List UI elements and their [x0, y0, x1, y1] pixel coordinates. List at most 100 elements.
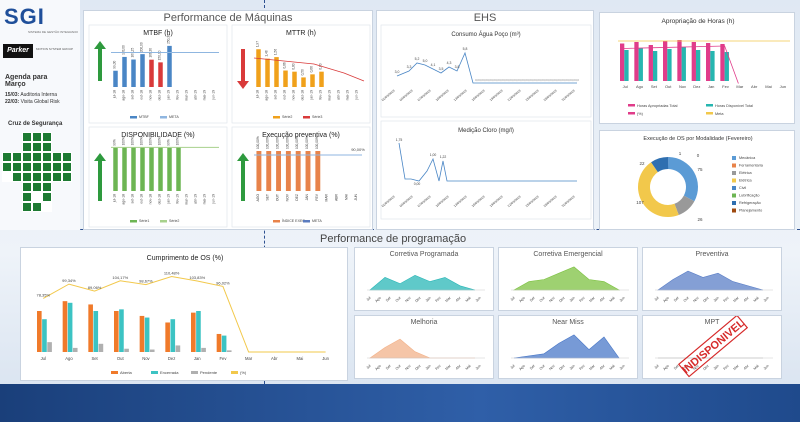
x-tick-label: Nov — [142, 356, 150, 361]
chart-title: DISPONIBILIDADE (%) — [121, 132, 195, 139]
legend-swatch — [628, 104, 635, 107]
bar — [216, 333, 222, 352]
bar — [88, 304, 93, 352]
down-arrow-icon — [237, 49, 249, 89]
x-tick-label: Dez — [702, 364, 709, 371]
point-label: 4,3 — [447, 61, 452, 65]
chart-title: MTTR (h) — [286, 30, 316, 37]
bar-value-label: 100,00% — [305, 136, 309, 149]
parker-sub: MOTION SYSTEM GROUP — [36, 47, 74, 51]
legend-swatch — [111, 371, 118, 374]
point-label: 5,8 — [463, 47, 468, 51]
x-tick-label: MAR — [325, 193, 329, 201]
legend-label: MTBF — [139, 115, 150, 119]
bar — [315, 151, 321, 191]
x-tick-label: Nov — [404, 296, 411, 303]
x-tick-label: Mar — [732, 295, 740, 303]
x-tick-label: fev-19 — [176, 194, 180, 204]
x-tick-label: Ago — [374, 296, 381, 303]
os-modality-chart: Execução de OS por Modalidade (Fevereiro… — [636, 136, 763, 222]
x-tick-label: Jun — [475, 296, 482, 303]
cross-day-cell — [42, 182, 52, 192]
legend-label: META — [312, 219, 322, 223]
legend-label: Série2 — [169, 219, 179, 223]
x-tick-label: Abr — [455, 295, 462, 302]
cross-day-cell — [12, 162, 22, 172]
mini-chart-panel: Corretiva Emergencial Jul Ago Set Out Nov Dez J… — [498, 247, 638, 311]
bar — [122, 56, 127, 87]
meta-line — [253, 57, 365, 82]
bar — [292, 71, 297, 87]
parker-logo: Parker — [3, 44, 33, 58]
bar — [710, 51, 715, 81]
legend-swatch — [732, 208, 736, 213]
point-label: 0,0 — [531, 78, 535, 82]
bar — [149, 147, 154, 191]
point-label: 1,00 — [430, 153, 437, 157]
point-label: 0,00 — [414, 182, 421, 186]
legend-label: Pendente — [200, 370, 218, 375]
cross-title: Cruz de Segurança — [8, 121, 63, 127]
bar-value-label: 1,97 — [256, 41, 260, 47]
point-label: 0,0 — [515, 78, 519, 82]
legend-label: Horas Apropriadas Total — [637, 104, 678, 108]
cross-day-cell — [22, 172, 32, 182]
x-tick-label: jun-19 — [212, 90, 216, 101]
percent-line — [43, 275, 326, 353]
bar — [158, 147, 163, 191]
x-tick-label: Jan — [194, 356, 201, 361]
agenda-item-2: 22/03: Visita Global Risk — [5, 99, 60, 105]
x-tick-label: out-18 — [140, 194, 144, 204]
bar-value-label: 250,30 — [167, 34, 171, 44]
bar-value-label: 100,00% — [266, 136, 270, 149]
x-tick-label: Jan — [425, 364, 432, 371]
point-label: 99,34% — [62, 278, 76, 283]
bar — [119, 309, 124, 352]
point-label: 1,75 — [396, 138, 403, 142]
footer-band — [0, 384, 800, 422]
x-tick-label: Jun — [619, 296, 626, 303]
bar — [47, 342, 52, 352]
point-label: 0,0 — [575, 78, 579, 82]
x-tick-label: Out — [683, 296, 690, 303]
x-tick-label: Set — [385, 364, 392, 371]
x-tick-label: set-18 — [131, 90, 135, 100]
x-tick-label: Mar — [736, 84, 744, 89]
x-tick-label: jul-18 — [113, 90, 117, 99]
bar-value-label: 0,80 — [319, 63, 323, 69]
chart-frame — [88, 24, 228, 124]
bar-value-label: 1,48 — [265, 50, 269, 56]
x-tick-label: Abr — [599, 363, 606, 370]
x-tick-label: Set — [529, 364, 536, 371]
chart-frame — [231, 126, 371, 228]
x-tick-label: Jun — [763, 296, 770, 303]
x-tick-label: Ago — [636, 84, 644, 89]
x-tick-label: Jul — [654, 296, 660, 302]
legend-swatch — [706, 112, 713, 115]
bar — [149, 349, 155, 352]
bar — [149, 59, 154, 87]
chart-title: Apropriação de Horas (h) — [662, 18, 735, 25]
x-tick-label: Dez — [414, 296, 421, 303]
hours-panel: Apropriação de Horas (h) Jul Ago Set Out Nov D… — [599, 12, 795, 124]
x-tick-label: fev-19 — [319, 90, 323, 100]
point-label: 5,0 — [423, 59, 428, 63]
up-arrow-icon — [94, 153, 106, 201]
x-tick-label: Mar — [588, 295, 596, 303]
bar — [274, 57, 279, 87]
legend-swatch — [130, 116, 137, 119]
area-series — [369, 274, 476, 291]
x-tick-label: Fev — [435, 364, 442, 371]
bar — [720, 44, 725, 81]
point-label: 0,0 — [507, 78, 511, 82]
cross-day-cell — [42, 192, 52, 202]
bar-value-label: 0,66 — [310, 66, 314, 72]
bar — [695, 50, 701, 81]
x-tick-label: Out — [117, 356, 125, 361]
point-label: 0,0 — [563, 78, 567, 82]
point-label: 0,0 — [535, 78, 539, 82]
cross-day-cell — [52, 172, 62, 182]
bar — [176, 147, 181, 191]
os-compliance-chart: Cumprimento de OS (%) 78,35% 99,34% 89,06% 1… — [36, 255, 329, 375]
mini-area-chart: Jul Ago Set Out Nov Dez Jan Fev Mar Abr Mai Jun — [366, 274, 485, 303]
